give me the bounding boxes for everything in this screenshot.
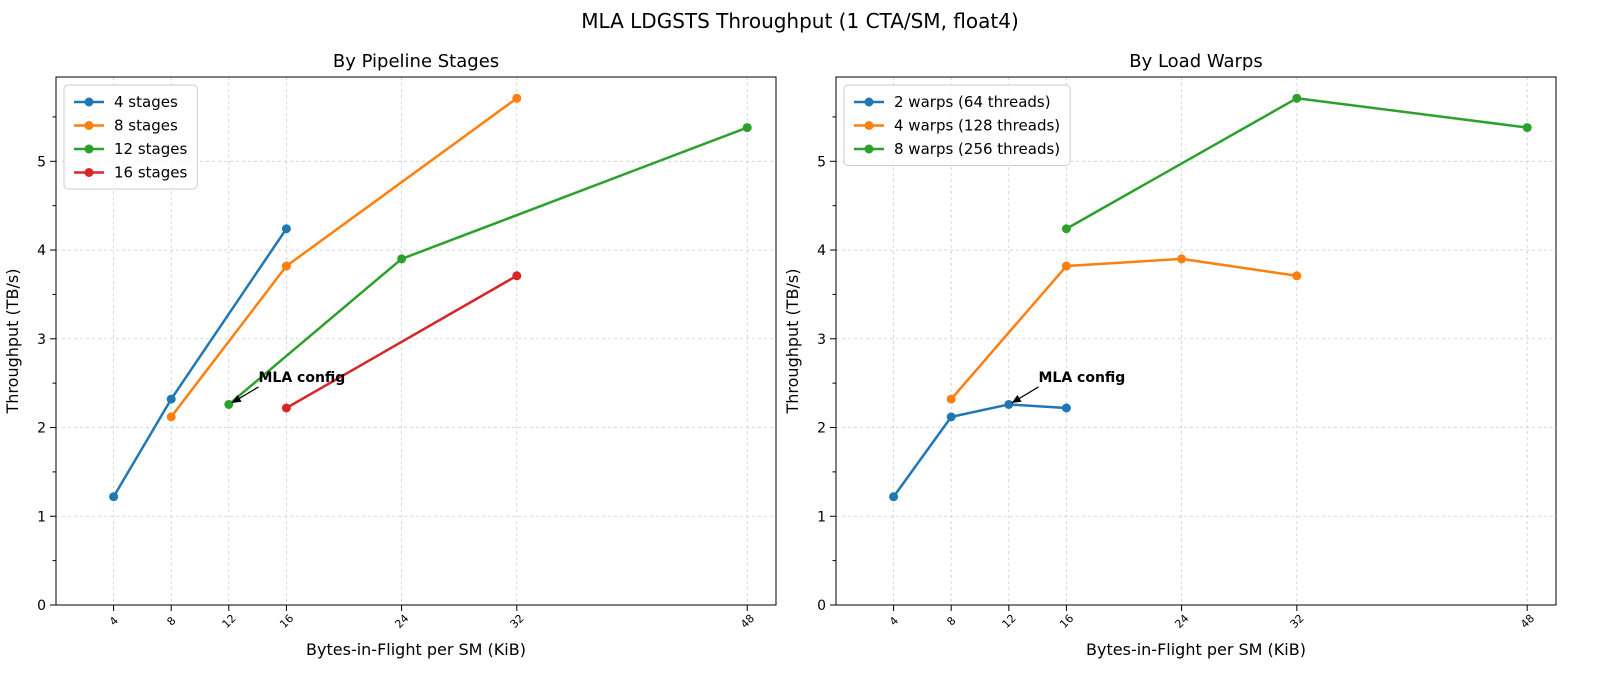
series-1 bbox=[889, 399, 1071, 502]
x-tick-label: 48 bbox=[738, 612, 757, 631]
legend-frame bbox=[63, 84, 198, 190]
y-tick-label: 5 bbox=[817, 154, 826, 170]
x-tick-label: 32 bbox=[1288, 612, 1307, 631]
legend-frame bbox=[843, 84, 1071, 166]
data-point bbox=[1004, 399, 1014, 409]
data-point bbox=[281, 403, 291, 413]
legend-swatch-marker bbox=[864, 144, 874, 154]
data-point bbox=[1177, 254, 1187, 264]
data-point bbox=[281, 224, 291, 234]
y-tick-label: 1 bbox=[37, 509, 46, 525]
annotation: MLA config bbox=[1011, 370, 1125, 404]
x-tick-label: 4 bbox=[107, 614, 121, 628]
series-1 bbox=[109, 224, 291, 502]
annotation-arrowhead bbox=[231, 394, 242, 403]
data-point bbox=[281, 261, 291, 271]
series-line bbox=[285, 274, 518, 410]
y-axis-label: Throughput (TB/s) bbox=[3, 269, 22, 415]
x-tick-label: 24 bbox=[1172, 612, 1191, 631]
series-2 bbox=[946, 254, 1302, 404]
data-point bbox=[224, 399, 234, 409]
legend-label: 12 stages bbox=[114, 140, 187, 158]
data-point bbox=[109, 492, 119, 502]
legend: 4 stages 8 stages 12 stages 16 stages bbox=[63, 84, 198, 190]
series-4 bbox=[281, 271, 522, 413]
annotation: MLA config bbox=[231, 370, 345, 404]
legend-swatch-marker bbox=[84, 121, 94, 130]
data-point bbox=[1292, 93, 1302, 103]
plot-frame bbox=[55, 76, 777, 606]
y-tick-label: 0 bbox=[817, 598, 826, 614]
series-line bbox=[950, 257, 1297, 400]
annotation-arrowhead bbox=[1011, 394, 1022, 403]
data-point bbox=[1061, 403, 1071, 413]
legend-label: 4 stages bbox=[114, 93, 178, 111]
legend-swatch-marker bbox=[84, 144, 94, 154]
series-line bbox=[892, 403, 1067, 498]
series-line bbox=[227, 126, 748, 406]
x-axis-label: Bytes-in-Flight per SM (KiB) bbox=[1086, 640, 1306, 659]
x-axis-label: Bytes-in-Flight per SM (KiB) bbox=[306, 640, 526, 659]
grid-lines bbox=[836, 77, 1556, 606]
data-point bbox=[742, 123, 752, 133]
y-tick-label: 4 bbox=[817, 243, 826, 259]
legend-label: 16 stages bbox=[114, 164, 187, 182]
x-tick-label: 24 bbox=[392, 612, 411, 631]
chart-title: By Pipeline Stages bbox=[333, 51, 499, 72]
series-line bbox=[112, 228, 288, 498]
legend-label: 8 warps (256 threads) bbox=[894, 140, 1060, 158]
plot-frame bbox=[835, 76, 1557, 606]
data-point bbox=[1522, 123, 1532, 133]
annotation-label: MLA config bbox=[258, 370, 345, 386]
legend-label: 2 warps (64 threads) bbox=[894, 93, 1051, 111]
legend-swatch-marker bbox=[864, 121, 874, 130]
legend-label: 8 stages bbox=[114, 117, 178, 135]
data-point bbox=[946, 412, 956, 422]
y-tick-label: 4 bbox=[37, 243, 46, 259]
legend-swatch-marker bbox=[84, 97, 94, 107]
figure-title: MLA LDGSTS Throughput (1 CTA/SM, float4) bbox=[581, 9, 1019, 33]
y-tick-label: 0 bbox=[37, 598, 46, 614]
data-point bbox=[166, 394, 176, 404]
y-tick-label: 2 bbox=[817, 421, 826, 437]
data-point bbox=[889, 492, 899, 502]
x-tick-label: 16 bbox=[1057, 612, 1076, 631]
data-point bbox=[397, 254, 407, 264]
y-tick-label: 5 bbox=[37, 154, 46, 170]
y-axis-label: Throughput (TB/s) bbox=[783, 269, 802, 415]
legend: 2 warps (64 threads) 4 warps (128 threads… bbox=[843, 84, 1071, 166]
chart-title: By Load Warps bbox=[1129, 51, 1263, 72]
y-tick-label: 1 bbox=[817, 509, 826, 525]
data-point bbox=[1292, 271, 1302, 281]
y-tick-label: 2 bbox=[37, 421, 46, 437]
x-tick-label: 8 bbox=[944, 614, 958, 628]
data-point bbox=[512, 271, 522, 281]
legend-swatch-marker bbox=[864, 97, 874, 107]
x-tick-label: 8 bbox=[164, 614, 178, 628]
series-2 bbox=[166, 93, 522, 422]
data-point bbox=[946, 394, 956, 404]
x-tick-label: 16 bbox=[277, 612, 296, 631]
x-tick-label: 12 bbox=[1000, 612, 1019, 631]
y-tick-label: 3 bbox=[817, 332, 826, 348]
legend-swatch-marker bbox=[84, 168, 94, 177]
data-point bbox=[1061, 261, 1071, 271]
x-tick-label: 32 bbox=[508, 612, 527, 631]
x-tick-label: 4 bbox=[887, 614, 901, 628]
series-3 bbox=[224, 123, 752, 409]
legend-label: 4 warps (128 threads) bbox=[894, 117, 1060, 135]
data-point bbox=[512, 93, 522, 103]
data-point bbox=[166, 412, 176, 422]
y-tick-label: 3 bbox=[37, 332, 46, 348]
annotation-label: MLA config bbox=[1038, 370, 1125, 386]
x-tick-label: 12 bbox=[220, 612, 239, 631]
data-point bbox=[1061, 224, 1071, 234]
series-3 bbox=[1061, 93, 1532, 234]
x-tick-label: 48 bbox=[1518, 612, 1537, 631]
